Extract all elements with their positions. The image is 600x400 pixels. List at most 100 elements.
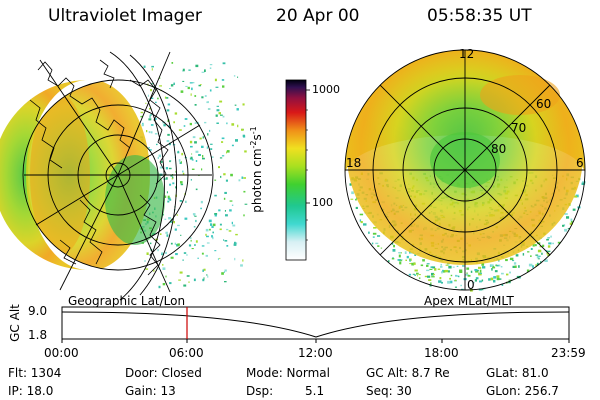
polar-dot [418, 277, 421, 279]
geo-dot [155, 101, 157, 103]
geo-dot [187, 86, 190, 90]
polar-dot [540, 261, 542, 264]
orbit-ylabel: GC Alt [7, 304, 22, 342]
polar-dot [427, 275, 431, 278]
polar-dot [505, 259, 508, 262]
geo-dot [149, 107, 151, 110]
geo-dot [223, 271, 225, 273]
geo-dot [186, 254, 188, 256]
geo-dot [233, 243, 237, 246]
polar-dot [393, 244, 395, 248]
geo-dot [201, 245, 205, 247]
geo-dot [219, 100, 223, 103]
date-label: 20 Apr 00 [276, 6, 360, 26]
geo-dot [242, 134, 245, 137]
polar-dot [513, 262, 517, 265]
geo-dot [221, 155, 225, 157]
geo-dot [184, 118, 188, 120]
geo-dot [167, 195, 170, 198]
geo-dot [157, 97, 159, 100]
geo-dot [182, 170, 184, 173]
geo-dot [150, 131, 153, 134]
polar-dot [541, 252, 543, 255]
polar-dot [459, 269, 463, 272]
polar-dot [456, 265, 459, 267]
polar-dot [538, 255, 541, 257]
polar-dot [460, 284, 462, 287]
polar-dot [430, 266, 433, 268]
geo-dot [183, 284, 187, 287]
geo-dot [221, 137, 225, 140]
polar-dot [426, 264, 429, 267]
polar-dot [515, 254, 519, 257]
polar-dot [570, 218, 573, 222]
geo-dot [223, 239, 225, 241]
polar-dot [492, 265, 495, 268]
polar-dot [434, 268, 437, 271]
geo-dot [202, 136, 205, 139]
polar-dot [547, 237, 550, 239]
polar-dot [430, 282, 432, 285]
geo-dot [214, 179, 217, 181]
geo-dot [204, 121, 207, 124]
geo-dot [210, 143, 213, 145]
polar-dot [373, 227, 377, 229]
geo-dot [231, 204, 234, 206]
polar-dot [440, 263, 442, 266]
geo-dot [231, 221, 233, 225]
geo-dot [141, 123, 144, 127]
geo-dot [195, 219, 197, 223]
geo-dot [189, 82, 193, 84]
orbit-right-title: Apex MLat/MLT [424, 294, 514, 308]
polar-dot [530, 255, 532, 257]
geo-dot [219, 223, 222, 226]
geo-dot [236, 108, 239, 111]
geo-dot [179, 162, 182, 164]
geo-dot [162, 267, 166, 270]
geo-dot [168, 125, 170, 128]
geo-dot [236, 242, 238, 245]
polar-dot [409, 259, 411, 262]
geo-dot [173, 221, 175, 224]
polar-dot [569, 222, 573, 225]
geo-dot [231, 144, 234, 147]
geo-dot [151, 68, 153, 71]
geo-dot [178, 279, 181, 281]
polar-dot [537, 258, 540, 260]
geo-dot [203, 268, 206, 271]
geo-dot [175, 253, 178, 256]
polar-dot [350, 198, 354, 200]
colorbar-units-label: photon cm-2s-1 [248, 126, 264, 213]
geo-dot [207, 133, 209, 136]
geo-dot [201, 96, 204, 99]
polar-dot [467, 274, 471, 277]
geo-dot [203, 277, 205, 280]
geo-dot [237, 124, 239, 128]
geo-dot [210, 148, 213, 150]
geo-dot [162, 283, 166, 286]
geo-dot [177, 224, 180, 227]
geo-dot [144, 260, 146, 262]
polar-dot [497, 264, 501, 267]
geo-dot [174, 112, 178, 115]
geo-dot [166, 109, 170, 112]
geo-dot [219, 257, 221, 260]
polar-dot [479, 269, 482, 273]
geo-dot [149, 114, 153, 116]
polar-dot [563, 224, 566, 227]
geo-dot [218, 112, 221, 115]
polar-dot [442, 269, 444, 272]
orbit-xtick-1200: 12:00 [298, 346, 333, 360]
geo-dot [172, 176, 174, 179]
polar-dot [537, 249, 542, 253]
polar-dot [426, 269, 430, 272]
polar-dot [582, 181, 586, 184]
polar-dot [418, 274, 421, 276]
polar-dot [518, 265, 520, 268]
geo-dot [178, 159, 181, 162]
geo-dot [214, 194, 217, 197]
geo-dot [242, 259, 244, 262]
geo-dot [174, 228, 177, 231]
orbit-ytick-9: 9.0 [28, 304, 48, 318]
geo-dot [151, 65, 154, 68]
